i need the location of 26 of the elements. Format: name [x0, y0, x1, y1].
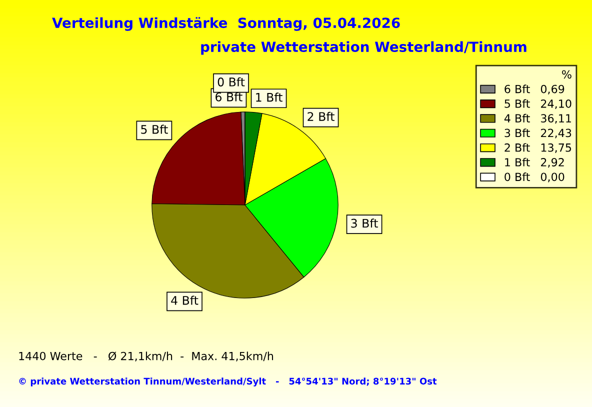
data-label: 22,43 [541, 128, 572, 138]
data-label: 13,75 [541, 143, 572, 153]
text: 0,00 [540, 172, 564, 182]
legend-label: 0 Bft [504, 172, 530, 182]
slice-label: 6 Bft [216, 92, 242, 102]
text: 1440 Werte - Ø 21,1km/h - Max. 41,5km/h [19, 352, 274, 362]
slice-label: 1 Bft [256, 92, 282, 102]
chart-title: Verteilung Windstärke Sonntag, 05.04.2026 [52, 17, 400, 31]
legend-label: 4 Bft [504, 114, 530, 122]
slice-label: 5 Bft [141, 124, 168, 134]
slice-label: 2 Bft [308, 112, 334, 121]
slice-label: 4 Bft [171, 296, 198, 305]
legend-title: % [562, 70, 572, 79]
legend-label: 2 Bft [504, 143, 530, 152]
category-label: 0 Bft [218, 77, 245, 86]
data-label: 2,92 [541, 158, 564, 168]
data-label: 0,69 [540, 84, 564, 94]
data-label: 24,10 [541, 99, 572, 110]
data-label: 36,11 [541, 114, 571, 124]
slice-label: 3 Bft [351, 218, 378, 228]
text: © private Wetterstation Tinnum/Westerland/Sylt - 54°54'13" Nord; 8°19'13" Ost [19, 378, 437, 386]
legend-label: 3 Bft [504, 128, 530, 138]
legend-label: 5 Bft [504, 99, 530, 108]
legend-label: 1 Bft [505, 158, 530, 166]
chart-subtitle: private Wetterstation Westerland/Tinnum [201, 41, 526, 55]
legend-label: 6 Bft [504, 84, 530, 94]
